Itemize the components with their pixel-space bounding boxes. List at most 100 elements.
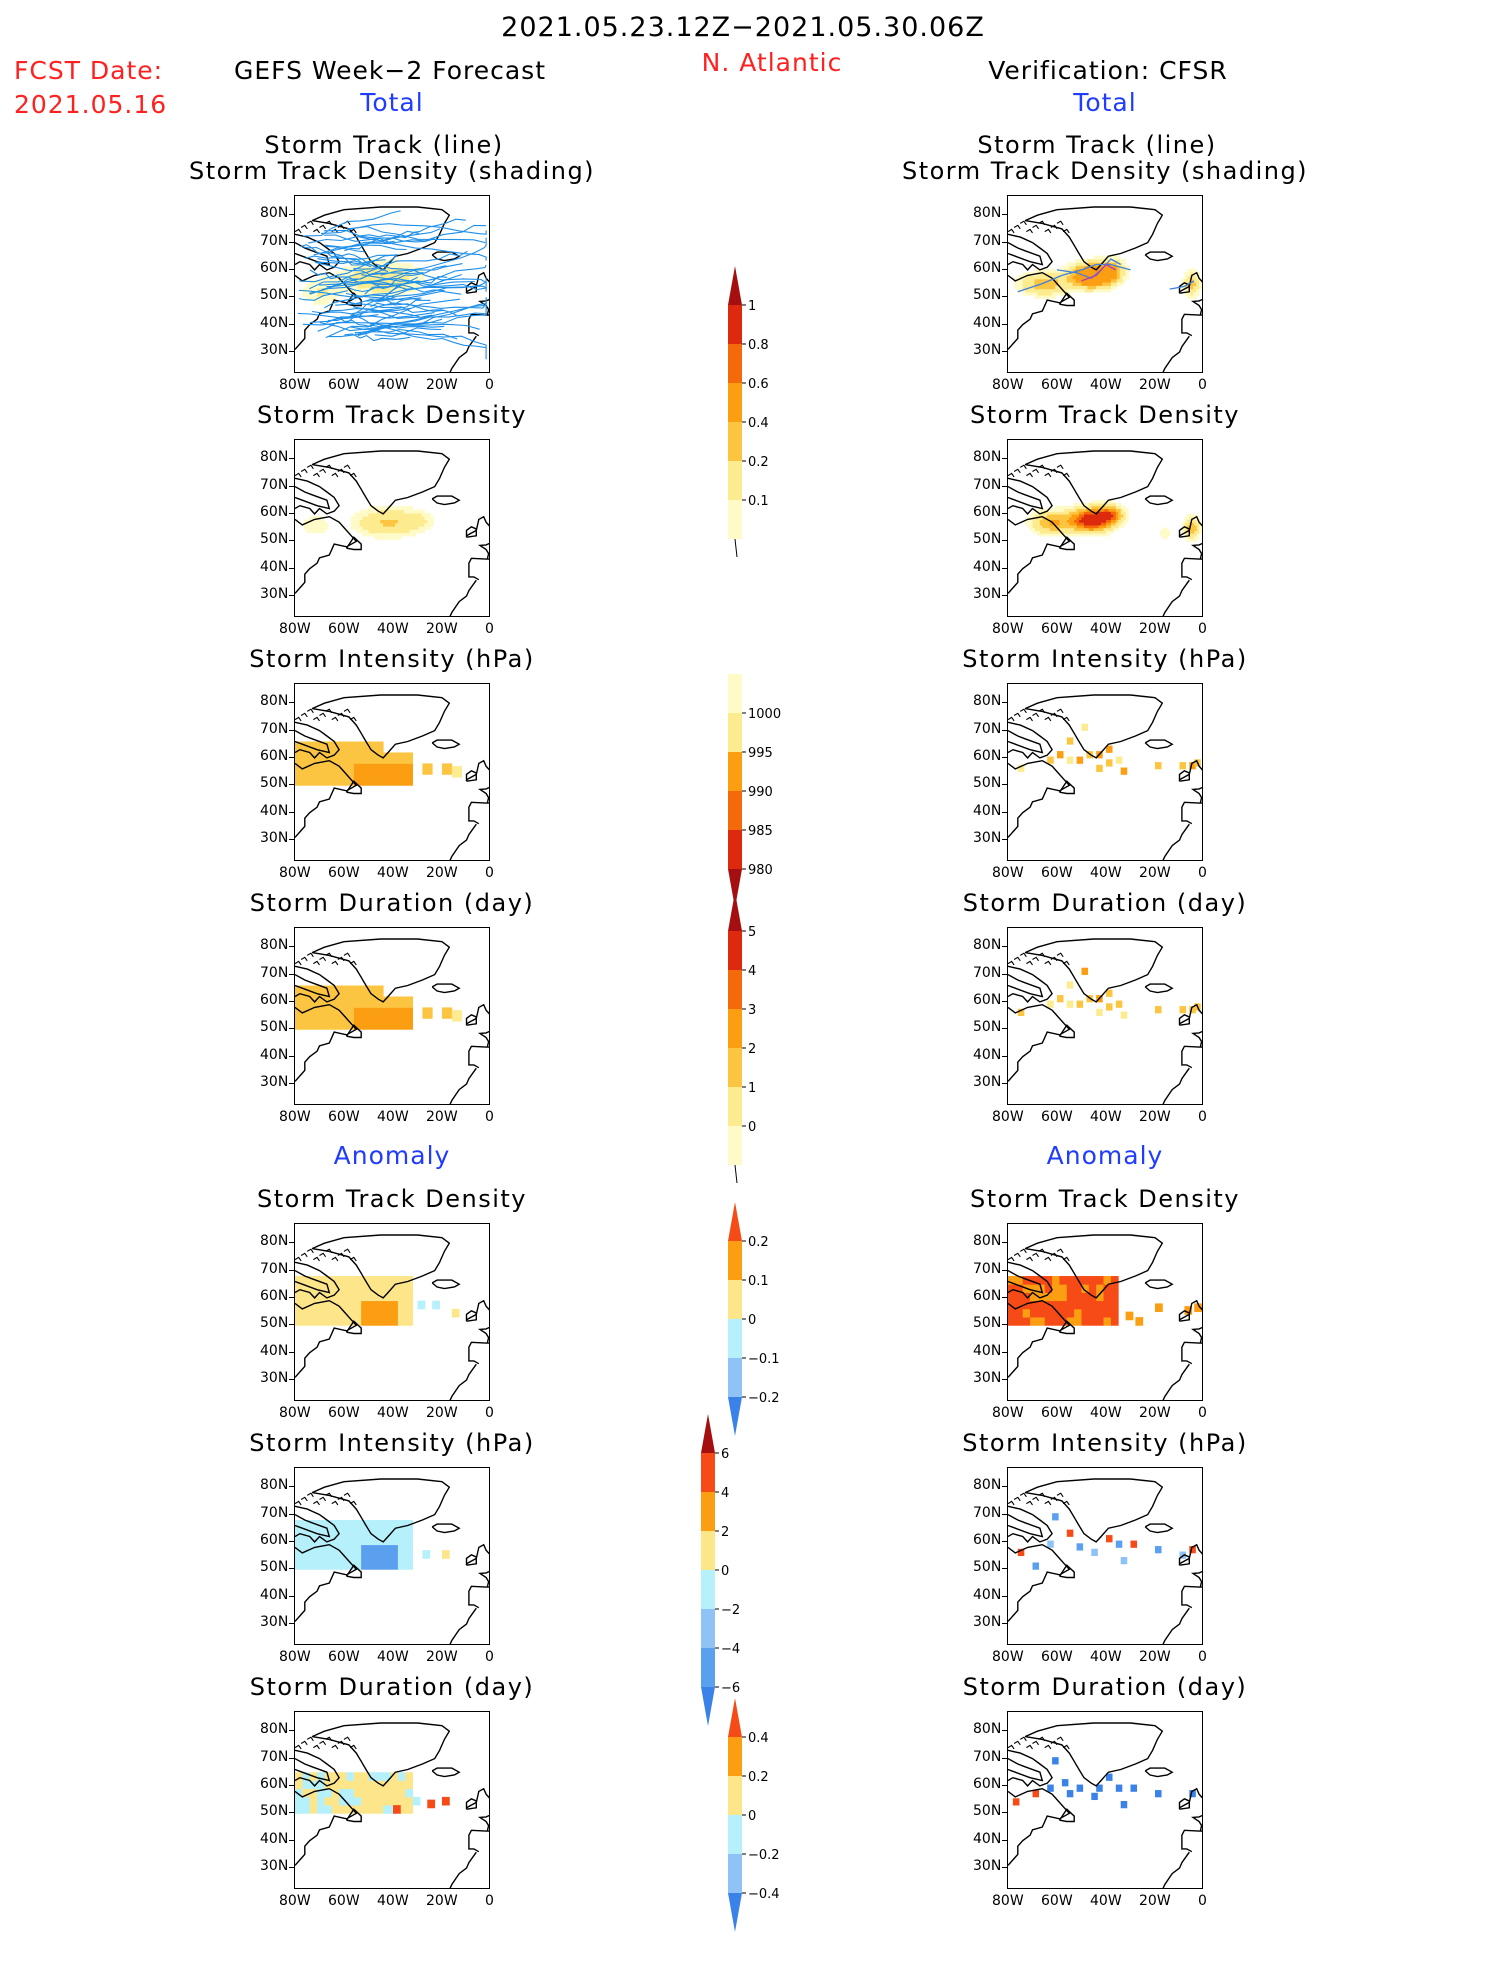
density-cell xyxy=(350,279,355,285)
density-cell xyxy=(1076,530,1080,534)
density-cell xyxy=(421,516,425,521)
grid-cell xyxy=(361,1308,369,1318)
density-cell xyxy=(401,291,406,297)
density-cell xyxy=(1196,281,1200,286)
density-cell xyxy=(1194,533,1198,537)
coastline xyxy=(1008,1261,1053,1299)
density-cell xyxy=(412,509,417,514)
lon-label: 60W xyxy=(328,1649,360,1665)
storm-track xyxy=(311,310,385,329)
grid-cell xyxy=(375,1317,384,1326)
coastline xyxy=(1162,579,1190,616)
density-cell xyxy=(1034,268,1038,273)
density-cell xyxy=(394,529,399,534)
density-cell xyxy=(1103,500,1107,504)
grid-cell xyxy=(383,996,394,1008)
density-cell xyxy=(397,522,402,527)
density-cell xyxy=(1102,285,1106,290)
map-canvas xyxy=(295,450,489,616)
grid-cell xyxy=(1130,1784,1138,1792)
coastline xyxy=(1178,769,1191,782)
density-cell xyxy=(309,295,314,301)
colorbar-label: 0.2 xyxy=(748,1770,769,1785)
coastline xyxy=(465,1013,478,1026)
coastline xyxy=(449,1851,477,1888)
density-cell xyxy=(1113,272,1118,277)
density-cell xyxy=(1013,281,1018,286)
coastline xyxy=(1179,1003,1202,1025)
density-cell xyxy=(1025,519,1029,523)
density-cell xyxy=(390,263,395,268)
density-cell xyxy=(408,263,414,268)
density-cell xyxy=(1101,502,1105,507)
density-cell xyxy=(409,529,414,534)
density-cell xyxy=(357,263,362,268)
density-cell xyxy=(1084,268,1088,273)
grid-cell xyxy=(373,774,384,786)
lat-label: 80N xyxy=(260,449,289,466)
coastline xyxy=(477,298,489,316)
density-cell xyxy=(1105,288,1109,293)
density-cell xyxy=(1093,288,1097,293)
island-coast xyxy=(343,464,351,470)
density-cell xyxy=(412,525,417,530)
l3-title: Storm Intensity (hPa) xyxy=(249,645,535,673)
density-cell xyxy=(1076,513,1080,518)
lon-label: 60W xyxy=(328,1893,360,1909)
density-cell xyxy=(1027,524,1031,529)
grid-cell xyxy=(368,1796,377,1806)
lat-label: 40N xyxy=(260,558,289,575)
density-cell xyxy=(406,509,411,514)
density-cell xyxy=(1184,291,1188,296)
lat-tick xyxy=(1002,1379,1007,1381)
grid-cell xyxy=(1120,1557,1128,1565)
grid-cell xyxy=(361,1788,369,1798)
grid-cell xyxy=(1074,1284,1082,1293)
density-cell xyxy=(1101,513,1105,518)
density-cell xyxy=(1096,500,1100,504)
density-cell xyxy=(1199,285,1202,290)
density-cell xyxy=(1071,522,1075,526)
lat-label: 60N xyxy=(260,991,289,1008)
density-cell xyxy=(1034,527,1038,531)
density-cell xyxy=(1093,258,1097,263)
grid-cell xyxy=(1017,1008,1025,1017)
grid-cell xyxy=(1110,1308,1119,1318)
island-coast xyxy=(331,960,339,966)
density-cell xyxy=(1093,281,1097,286)
density-cell xyxy=(318,525,323,530)
grid-cell xyxy=(339,1805,347,1814)
grid-cell xyxy=(334,1018,345,1030)
density-cell xyxy=(1034,285,1038,290)
grid-cell xyxy=(1022,1308,1031,1318)
density-cell xyxy=(1086,533,1090,537)
lat-tick xyxy=(1002,784,1007,786)
density-cell xyxy=(1196,524,1200,529)
density-cell xyxy=(1118,502,1122,507)
grid-cell xyxy=(368,1536,377,1546)
lon-label: 40W xyxy=(377,865,409,881)
storm-track xyxy=(303,210,401,237)
colorbar-segment xyxy=(728,461,742,500)
density-cell xyxy=(1123,516,1127,521)
density-cell xyxy=(1030,524,1034,529)
density-cell xyxy=(1119,278,1124,283)
grid-cell xyxy=(1106,759,1113,767)
grid-cell xyxy=(309,1300,318,1310)
island-coast xyxy=(1032,712,1040,718)
density-cell xyxy=(1066,281,1071,286)
lat-tick xyxy=(1002,1623,1007,1625)
density-cell xyxy=(1059,522,1063,526)
grid-cell xyxy=(375,1772,384,1781)
colorbar-label: −0.1 xyxy=(748,1352,780,1367)
density-cell xyxy=(1044,508,1048,512)
density-cell xyxy=(1043,281,1047,286)
grid-cell xyxy=(1030,1276,1038,1285)
colorbar-arrow xyxy=(728,869,742,908)
density-cell xyxy=(353,275,359,281)
lat-label: 30N xyxy=(973,1370,1002,1387)
density-cell xyxy=(389,509,393,514)
density-cell xyxy=(1081,505,1085,510)
density-cell xyxy=(1101,500,1105,504)
